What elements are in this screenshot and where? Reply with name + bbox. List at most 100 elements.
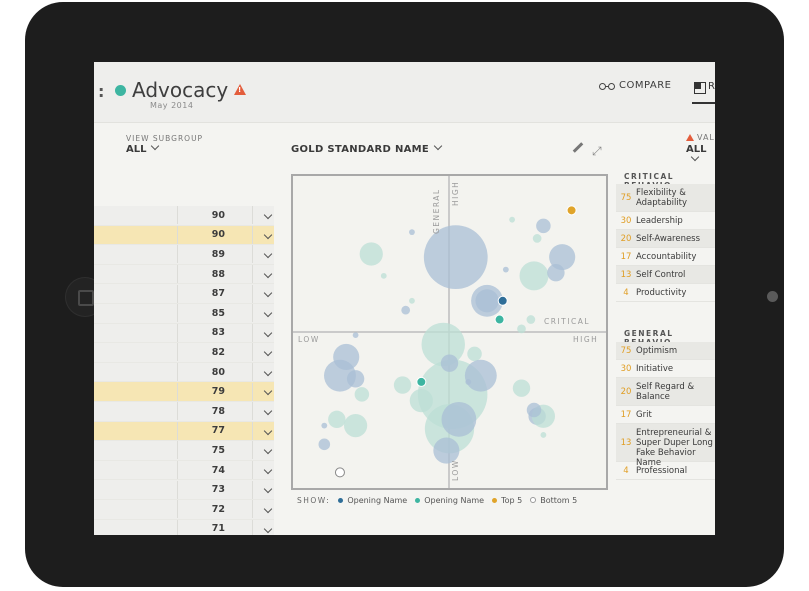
- bubble-point[interactable]: [318, 438, 331, 451]
- bubble-point[interactable]: [536, 218, 551, 234]
- legend-item-top5[interactable]: Top 5: [492, 496, 522, 505]
- bubble-point[interactable]: [475, 289, 499, 313]
- bubble-point[interactable]: [512, 379, 531, 397]
- score-row[interactable]: 77: [94, 421, 274, 442]
- menu-dots-icon[interactable]: :: [98, 82, 105, 101]
- bubble-point[interactable]: [344, 414, 368, 438]
- score-row[interactable]: 83: [94, 323, 274, 344]
- bubble-point[interactable]: [359, 242, 383, 266]
- behavior-row[interactable]: 20 Self-Awareness: [616, 230, 715, 248]
- behavior-row[interactable]: 13 Self Control: [616, 266, 715, 284]
- highlight-point[interactable]: [497, 295, 508, 306]
- highlight-point[interactable]: [494, 314, 505, 325]
- bubble-point[interactable]: [540, 432, 547, 438]
- chevron-down-icon[interactable]: [263, 367, 273, 376]
- chevron-down-icon[interactable]: [263, 406, 273, 416]
- bubble-point[interactable]: [526, 402, 542, 418]
- chevron-down-icon[interactable]: [263, 524, 273, 533]
- chevron-down-icon[interactable]: [263, 485, 273, 494]
- bubble-point[interactable]: [517, 324, 526, 334]
- metric-dropdown[interactable]: GOLD STANDARD NAME: [291, 141, 443, 155]
- bubble-point[interactable]: [519, 261, 549, 291]
- highlight-point[interactable]: [334, 467, 345, 478]
- chevron-down-icon[interactable]: [263, 328, 273, 337]
- behavior-row[interactable]: 75 Optimism: [616, 342, 715, 360]
- bubble-point[interactable]: [464, 359, 497, 392]
- bubble-point[interactable]: [465, 379, 472, 385]
- bubble-point[interactable]: [547, 264, 565, 282]
- score-row[interactable]: 82: [94, 343, 274, 363]
- bubble-point[interactable]: [321, 422, 328, 429]
- behavior-row[interactable]: 4 Productivity: [616, 284, 715, 302]
- highlight-point[interactable]: [416, 376, 427, 387]
- behavior-row[interactable]: 17 Accountability: [616, 248, 715, 266]
- bubble-point[interactable]: [433, 437, 460, 464]
- bubble-point[interactable]: [532, 234, 542, 243]
- score-row[interactable]: 79: [94, 382, 274, 402]
- bubble-point[interactable]: [393, 376, 412, 394]
- bubble-point[interactable]: [549, 244, 576, 271]
- chevron-down-icon[interactable]: [263, 347, 273, 357]
- chevron-down-icon[interactable]: [263, 230, 273, 239]
- bubble-point[interactable]: [502, 266, 509, 273]
- legend-item-opening-blue[interactable]: Opening Name: [338, 496, 407, 505]
- bubble-point[interactable]: [467, 346, 482, 362]
- highlight-point[interactable]: [566, 205, 577, 216]
- score-row[interactable]: 89: [94, 245, 274, 265]
- pencil-icon[interactable]: [572, 142, 584, 153]
- bubble-point[interactable]: [526, 315, 536, 324]
- chevron-down-icon[interactable]: [263, 249, 273, 259]
- bubble-point[interactable]: [440, 354, 459, 372]
- chevron-down-icon[interactable]: [263, 387, 273, 396]
- score-row[interactable]: 72: [94, 499, 274, 520]
- bubble-point[interactable]: [352, 332, 359, 339]
- behavior-row[interactable]: 75 Flexibility & Adaptability: [616, 184, 715, 212]
- bubble-point[interactable]: [509, 216, 515, 223]
- score-row[interactable]: 90: [94, 206, 274, 226]
- bubble-point[interactable]: [441, 401, 477, 437]
- legend-item-opening-teal[interactable]: Opening Name: [415, 496, 484, 505]
- bubble-point[interactable]: [401, 305, 411, 315]
- chevron-down-icon[interactable]: [263, 269, 273, 279]
- chevron-down-icon[interactable]: [263, 445, 273, 455]
- behavior-row[interactable]: 20 Self Regard & Balance: [616, 378, 715, 406]
- chevron-down-icon[interactable]: [263, 465, 273, 474]
- chevron-down-icon[interactable]: [263, 210, 273, 220]
- report-tab-label[interactable]: R: [708, 81, 715, 92]
- value-filter-dropdown[interactable]: ALL: [686, 144, 715, 166]
- score-row[interactable]: 74: [94, 460, 274, 481]
- bubble-point[interactable]: [421, 322, 465, 367]
- chevron-down-icon[interactable]: [263, 308, 273, 318]
- bubble-point[interactable]: [354, 387, 370, 402]
- score-row[interactable]: 73: [94, 480, 274, 500]
- expand-icon[interactable]: ⤢: [592, 144, 602, 158]
- score-row[interactable]: 71: [94, 519, 274, 535]
- score-row[interactable]: 78: [94, 401, 274, 422]
- bubble-point[interactable]: [324, 359, 356, 392]
- bubble-point[interactable]: [423, 225, 488, 290]
- score-row[interactable]: 88: [94, 264, 274, 285]
- bubble-point[interactable]: [409, 297, 415, 304]
- bubble-point[interactable]: [380, 272, 387, 279]
- chevron-down-icon[interactable]: [263, 289, 273, 298]
- behavior-row[interactable]: 30 Leadership: [616, 212, 715, 230]
- score-row[interactable]: 80: [94, 362, 274, 383]
- score-row[interactable]: 75: [94, 441, 274, 461]
- chevron-down-icon[interactable]: [263, 426, 273, 435]
- legend-item-bottom5[interactable]: Bottom 5: [530, 496, 577, 505]
- compare-button[interactable]: COMPARE: [599, 80, 671, 91]
- behavior-row[interactable]: 4 Professional: [616, 462, 715, 480]
- score-row[interactable]: 85: [94, 303, 274, 324]
- bubble-point[interactable]: [409, 389, 433, 413]
- subgroup-dropdown[interactable]: ALL: [126, 141, 160, 155]
- score-row[interactable]: 90: [94, 225, 274, 246]
- behavior-row[interactable]: 13 Entrepreneurial & Super Duper Long Fak…: [616, 424, 715, 468]
- warning-icon[interactable]: [234, 84, 246, 95]
- bubble-point[interactable]: [409, 229, 415, 236]
- bubble-point[interactable]: [328, 410, 346, 429]
- behavior-row[interactable]: 30 Initiative: [616, 360, 715, 378]
- report-icon[interactable]: [694, 82, 706, 94]
- score-row[interactable]: 87: [94, 284, 274, 304]
- chevron-down-icon[interactable]: [263, 504, 273, 514]
- behavior-row[interactable]: 17 Grit: [616, 406, 715, 424]
